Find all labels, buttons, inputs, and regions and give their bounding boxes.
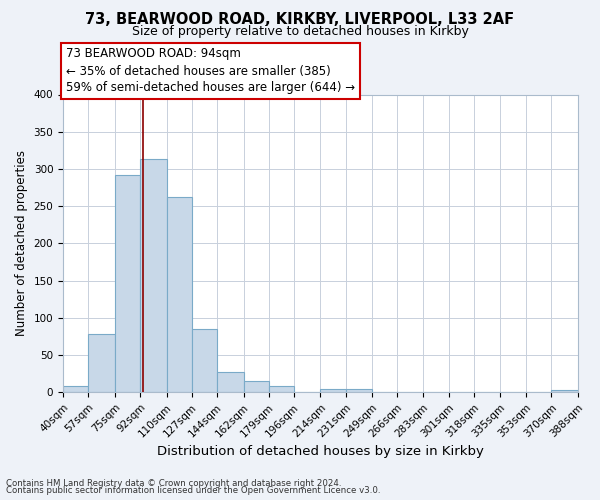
Bar <box>167 196 192 392</box>
Text: 73 BEARWOOD ROAD: 94sqm
← 35% of detached houses are smaller (385)
59% of semi-d: 73 BEARWOOD ROAD: 94sqm ← 35% of detache… <box>66 48 355 94</box>
Text: Contains public sector information licensed under the Open Government Licence v3: Contains public sector information licen… <box>6 486 380 495</box>
Bar <box>320 388 346 392</box>
Y-axis label: Number of detached properties: Number of detached properties <box>15 150 28 336</box>
Bar <box>140 160 167 392</box>
Bar <box>217 372 244 392</box>
Text: Size of property relative to detached houses in Kirkby: Size of property relative to detached ho… <box>131 25 469 38</box>
X-axis label: Distribution of detached houses by size in Kirkby: Distribution of detached houses by size … <box>157 444 484 458</box>
Text: 73, BEARWOOD ROAD, KIRKBY, LIVERPOOL, L33 2AF: 73, BEARWOOD ROAD, KIRKBY, LIVERPOOL, L3… <box>85 12 515 28</box>
Bar <box>346 388 372 392</box>
Bar <box>551 390 578 392</box>
Bar <box>244 381 269 392</box>
Text: Contains HM Land Registry data © Crown copyright and database right 2024.: Contains HM Land Registry data © Crown c… <box>6 478 341 488</box>
Bar <box>192 329 217 392</box>
Bar <box>63 386 88 392</box>
Bar <box>88 334 115 392</box>
Bar <box>269 386 294 392</box>
Bar <box>115 175 140 392</box>
